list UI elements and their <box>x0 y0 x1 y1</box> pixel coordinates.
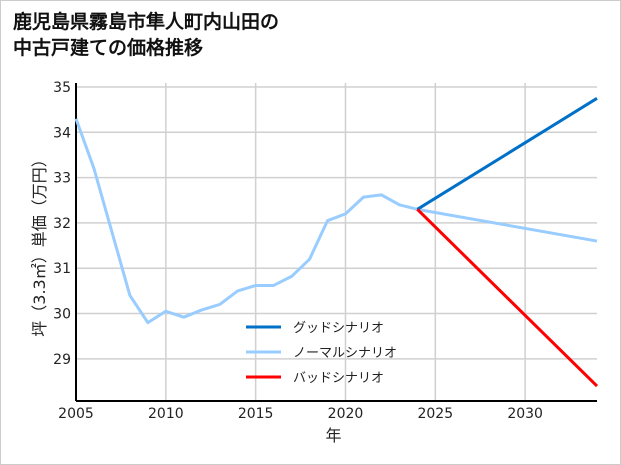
y-tick-label: 30 <box>53 307 71 323</box>
y-axis-label: 坪（3.3㎡）単価（万円） <box>30 151 49 336</box>
y-tick-label: 32 <box>53 216 71 232</box>
title-line-1: 鹿児島県霧島市隼人町内山田の <box>13 11 280 33</box>
x-tick-label: 2025 <box>417 406 453 422</box>
series-line-3 <box>416 208 599 388</box>
y-tick-label: 29 <box>53 352 71 368</box>
x-tick-label: 2010 <box>148 406 184 422</box>
x-tick-label: 2030 <box>507 406 543 422</box>
legend-label: ノーマルシナリオ <box>293 346 397 361</box>
title-line-2: 中古戸建ての価格推移 <box>13 37 204 59</box>
y-tick-label: 34 <box>53 125 71 141</box>
x-tick-label: 2005 <box>58 406 94 422</box>
x-tick-label: 2020 <box>328 406 364 422</box>
x-tick-label: 2015 <box>238 406 274 422</box>
chart-title: 鹿児島県霧島市隼人町内山田の 中古戸建ての価格推移 <box>13 9 279 61</box>
legend-label: グッドシナリオ <box>293 321 384 336</box>
legend-label: バッドシナリオ <box>293 371 384 386</box>
y-tick-label: 31 <box>53 261 71 277</box>
series-line-1 <box>416 97 598 211</box>
y-tick-label: 35 <box>53 80 71 96</box>
series-line-2 <box>74 118 598 325</box>
x-axis-label: 年 <box>325 426 341 445</box>
y-tick-label: 33 <box>53 171 71 187</box>
